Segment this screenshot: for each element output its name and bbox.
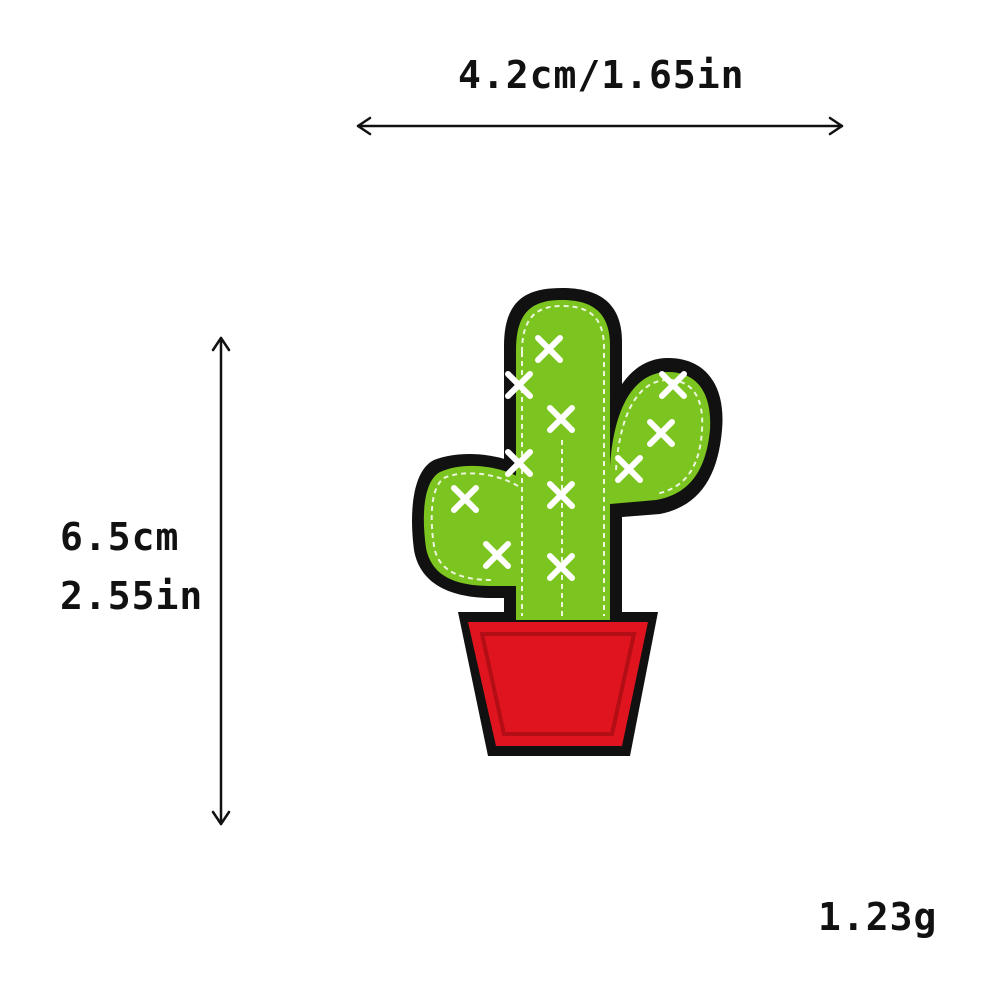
width-label: 4.2cm/1.65in [458,53,745,97]
width-arrow [356,116,844,136]
x-stitch [535,335,563,363]
x-stitch [547,553,575,581]
x-stitch [615,455,643,483]
white-x-stitches [451,335,687,581]
stitch-lines [430,304,704,616]
x-stitch [547,405,575,433]
x-stitch [505,371,533,399]
x-stitch [451,485,479,513]
x-stitch [483,541,511,569]
x-stitch [647,419,675,447]
flower-pot [468,622,648,746]
x-stitch [659,371,687,399]
height-arrow [211,336,231,826]
height-cm-label: 6.5cm [60,515,180,559]
weight-label: 1.23g [818,895,938,939]
x-stitch [505,449,533,477]
height-in-label: 2.55in [60,574,204,618]
cactus-patch-image [412,288,723,756]
x-stitch [547,481,575,509]
